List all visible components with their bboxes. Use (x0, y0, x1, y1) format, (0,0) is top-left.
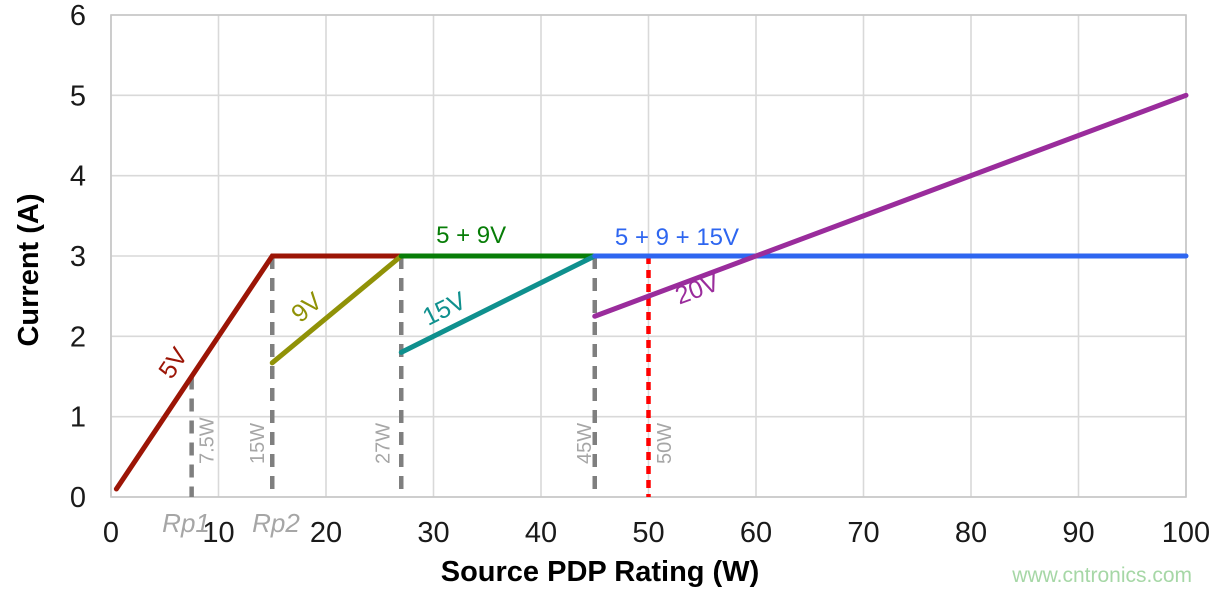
marker-label-7.5w: 7.5W (197, 417, 219, 464)
marker-label-50w: 50W (654, 423, 676, 464)
x-tick-label: 0 (103, 517, 119, 549)
axis-annotations: Rp1 Rp2 (162, 508, 300, 538)
series-line-20v (592, 92, 1189, 319)
watermark-text: www.cntronics.com (1011, 564, 1192, 587)
threshold-marker-labels: 7.5W 15W 27W 45W 50W (197, 417, 676, 464)
annotation-rp1: Rp1 (162, 508, 210, 538)
threshold-markers (189, 256, 651, 497)
x-tick-label: 70 (847, 517, 879, 549)
y-tick-label: 2 (70, 321, 86, 353)
marker-label-15w: 15W (247, 423, 269, 464)
x-tick-label: 80 (955, 517, 987, 549)
series-label-5-9-15v: 5 + 9 + 15V (615, 224, 739, 251)
x-tick-label: 60 (740, 517, 772, 549)
marker-label-45w: 45W (574, 423, 596, 464)
x-axis-title: Source PDP Rating (W) (441, 556, 760, 588)
marker-label-27w: 27W (372, 423, 394, 464)
y-axis-title: Current (A) (13, 193, 45, 346)
x-tick-label: 20 (310, 517, 342, 549)
series-label-20v: 20V (672, 268, 724, 310)
data-series (113, 92, 1189, 492)
y-tick-label: 1 (70, 402, 86, 434)
x-tick-label: 50 (632, 517, 664, 549)
series-line-9v (269, 253, 404, 366)
y-tick-label: 5 (70, 80, 86, 112)
x-tick-label: 30 (417, 517, 449, 549)
y-tick-label: 3 (70, 241, 86, 273)
x-tick-label: 100 (1162, 517, 1210, 549)
y-tick-label: 0 (70, 482, 86, 514)
axis-tick-labels: 0 10 20 30 40 50 60 70 80 90 100 0 1 2 3 4 5 6 (70, 0, 1210, 549)
series-label-5v: 5V (153, 342, 193, 383)
annotation-rp2: Rp2 (252, 508, 300, 538)
x-tick-label: 10 (202, 517, 234, 549)
y-tick-label: 4 (70, 161, 86, 193)
series-label-5-9v: 5 + 9V (436, 222, 506, 249)
series-line-5v (113, 253, 404, 492)
x-tick-label: 90 (1062, 517, 1094, 549)
series-label-15v: 15V (418, 286, 471, 331)
series-line-15v (398, 253, 598, 355)
x-tick-label: 40 (525, 517, 557, 549)
y-tick-label: 6 (70, 0, 86, 32)
